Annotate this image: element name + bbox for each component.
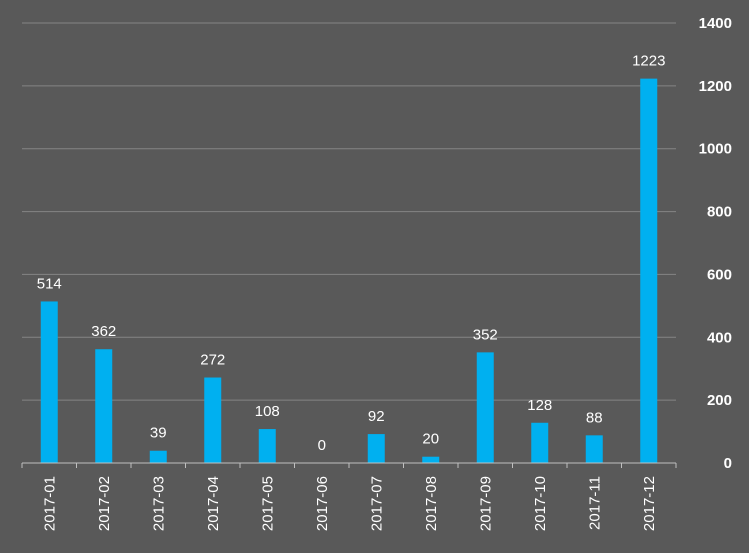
data-label: 128	[527, 397, 552, 414]
x-tick-label: 2017-12	[641, 476, 658, 531]
y-tick-label: 1400	[699, 15, 732, 32]
bar	[640, 78, 658, 463]
data-label: 88	[586, 409, 603, 426]
bar	[40, 301, 58, 463]
bar	[531, 422, 549, 463]
data-label: 352	[473, 326, 498, 343]
y-tick-label: 200	[707, 392, 732, 409]
bar	[367, 434, 385, 463]
data-label: 272	[200, 352, 225, 369]
data-label: 92	[368, 408, 385, 425]
y-tick-label: 0	[724, 455, 732, 472]
x-tick-label: 2017-02	[96, 476, 113, 531]
gridlines	[22, 22, 676, 401]
y-tick-label: 600	[707, 266, 732, 283]
x-axis-ticks: 2017-01 2017-02 2017-03 2017-04 2017-05 2017-…	[21, 463, 677, 531]
data-label: 20	[422, 431, 439, 448]
y-tick-label: 400	[707, 329, 732, 346]
bar	[149, 450, 167, 463]
y-tick-label: 800	[707, 204, 732, 221]
bar	[422, 456, 440, 463]
data-label: 0	[318, 437, 326, 454]
data-label: 514	[37, 275, 62, 292]
bar	[476, 352, 494, 463]
x-tick-label: 2017-06	[314, 476, 331, 531]
x-tick-label: 2017-07	[368, 476, 385, 531]
y-axis-ticks: 0 200 400 600 800 1000 1200 1400	[699, 15, 732, 472]
x-tick-label: 2017-10	[532, 476, 549, 531]
x-tick-label: 2017-04	[205, 476, 222, 531]
x-tick-label: 2017-08	[423, 476, 440, 531]
x-tick-label: 2017-11	[586, 476, 603, 530]
data-label: 108	[255, 403, 280, 420]
data-label: 39	[150, 425, 167, 442]
bar	[258, 429, 276, 463]
x-tick-label: 2017-01	[41, 476, 58, 531]
bar	[204, 377, 222, 463]
y-tick-label: 1200	[699, 78, 732, 95]
data-label: 362	[91, 323, 116, 340]
x-tick-label: 2017-05	[259, 476, 276, 531]
data-labels: 514 362 39 272 108 0 92 20 352 128 88 1223	[37, 53, 666, 454]
y-tick-label: 1000	[699, 141, 732, 158]
data-label: 1223	[632, 53, 665, 70]
bar	[95, 349, 113, 463]
bars	[40, 78, 658, 463]
x-tick-label: 2017-03	[150, 476, 167, 531]
bar	[585, 435, 603, 463]
x-tick-label: 2017-09	[477, 476, 494, 531]
